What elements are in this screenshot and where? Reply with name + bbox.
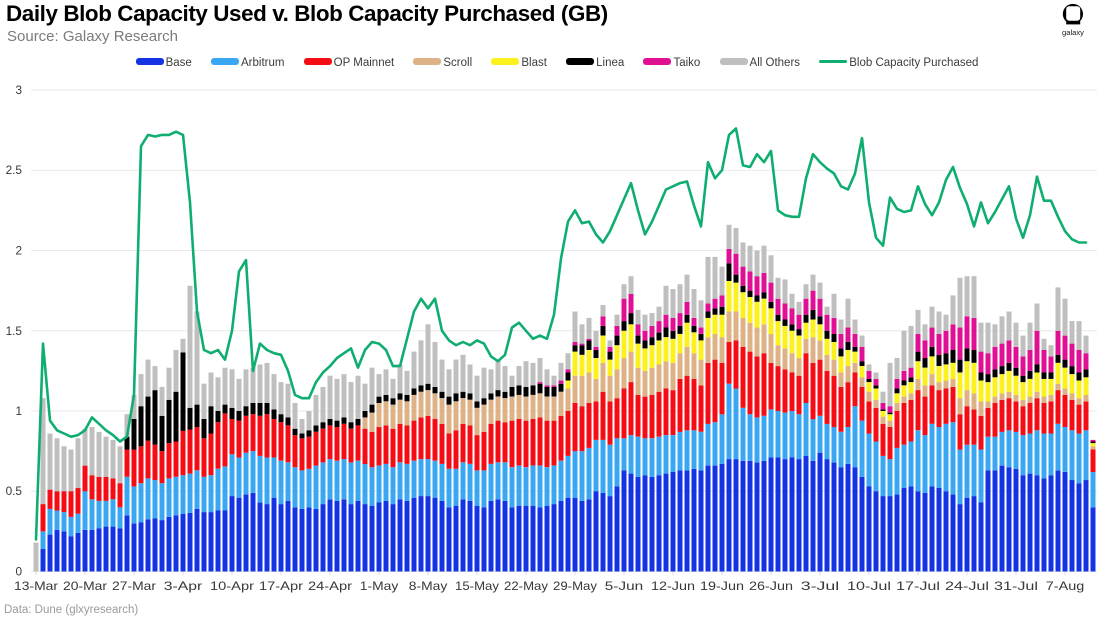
- svg-text:24-Apr: 24-Apr: [308, 579, 352, 593]
- svg-text:0: 0: [15, 565, 22, 579]
- svg-text:galaxy: galaxy: [1062, 28, 1084, 37]
- svg-text:12-Jun: 12-Jun: [651, 579, 695, 593]
- svg-text:3-Apr: 3-Apr: [164, 579, 203, 593]
- svg-text:7-Aug: 7-Aug: [1046, 579, 1085, 593]
- svg-text:19-Jun: 19-Jun: [700, 579, 744, 593]
- svg-text:29-May: 29-May: [553, 579, 597, 593]
- svg-text:22-May: 22-May: [504, 579, 548, 593]
- svg-text:3: 3: [15, 83, 22, 97]
- svg-text:2: 2: [15, 244, 22, 258]
- svg-text:10-Apr: 10-Apr: [210, 579, 254, 593]
- svg-text:20-Mar: 20-Mar: [63, 579, 107, 593]
- svg-text:15-May: 15-May: [455, 579, 499, 593]
- svg-text:1-May: 1-May: [360, 579, 399, 593]
- svg-text:3-Jul: 3-Jul: [801, 579, 840, 593]
- svg-text:0.5: 0.5: [6, 484, 23, 498]
- svg-text:1: 1: [15, 404, 22, 418]
- svg-text:13-Mar: 13-Mar: [14, 579, 58, 593]
- svg-text:31-Jul: 31-Jul: [994, 579, 1038, 593]
- svg-text:10-Jul: 10-Jul: [847, 579, 891, 593]
- svg-text:2.5: 2.5: [6, 163, 23, 177]
- svg-text:1.5: 1.5: [6, 324, 23, 338]
- svg-text:24-Jul: 24-Jul: [945, 579, 989, 593]
- svg-text:27-Mar: 27-Mar: [112, 579, 156, 593]
- svg-text:26-Jun: 26-Jun: [749, 579, 793, 593]
- svg-text:17-Jul: 17-Jul: [896, 579, 940, 593]
- svg-text:8-May: 8-May: [409, 579, 448, 593]
- svg-text:5-Jun: 5-Jun: [605, 579, 644, 593]
- svg-text:17-Apr: 17-Apr: [259, 579, 303, 593]
